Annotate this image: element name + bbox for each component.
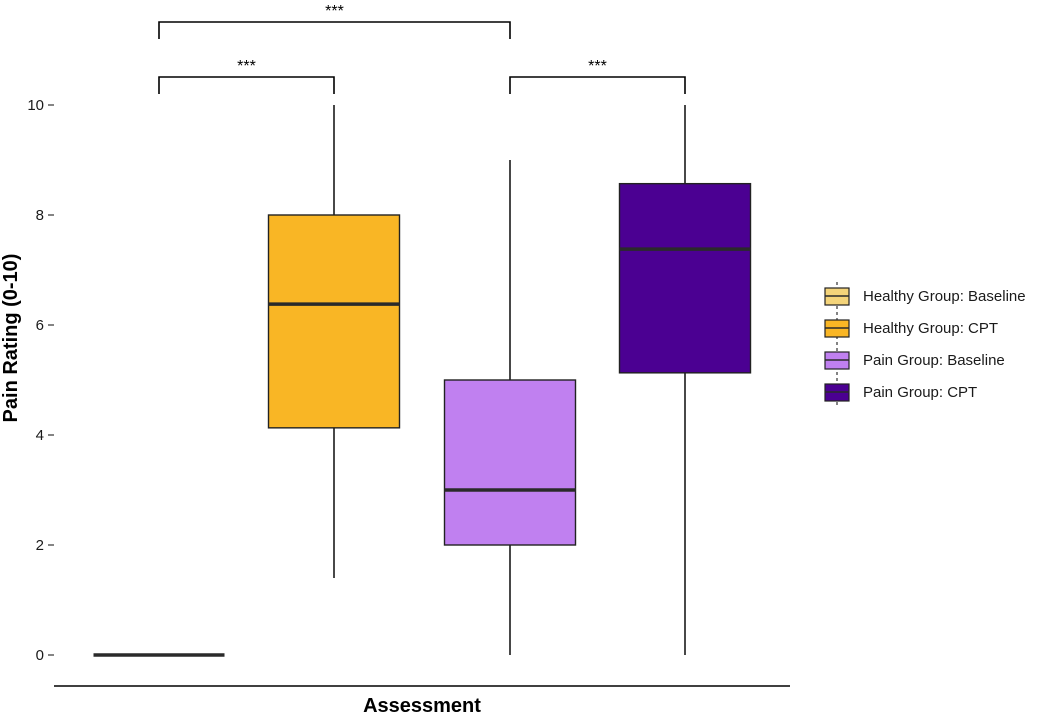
bracket-line bbox=[158, 76, 335, 94]
significance-label: *** bbox=[325, 3, 344, 20]
legend-label: Pain Group: Baseline bbox=[863, 352, 1005, 369]
significance-brackets: *** *** *** bbox=[158, 3, 686, 94]
legend-label: Healthy Group: CPT bbox=[863, 320, 998, 337]
y-axis: 0 2 4 6 8 10 bbox=[27, 97, 54, 664]
legend-item: Healthy Group: CPT bbox=[824, 319, 998, 338]
legend-item: Pain Group: CPT bbox=[824, 383, 977, 402]
box-2 bbox=[443, 160, 577, 655]
y-tick-label: 2 bbox=[36, 537, 44, 554]
legend-item: Pain Group: Baseline bbox=[824, 351, 1005, 370]
y-tick-label: 4 bbox=[36, 427, 44, 444]
legend-label: Pain Group: CPT bbox=[863, 384, 977, 401]
legend-label: Healthy Group: Baseline bbox=[863, 288, 1026, 305]
significance-label: *** bbox=[237, 58, 256, 75]
legend-item: Healthy Group: Baseline bbox=[824, 287, 1026, 306]
significance-bracket: *** bbox=[158, 58, 335, 94]
y-tick-label: 8 bbox=[36, 207, 44, 224]
significance-label: *** bbox=[588, 58, 607, 75]
bracket-line bbox=[509, 76, 686, 94]
y-axis-title: Pain Rating (0-10) bbox=[0, 254, 22, 423]
y-tick-label: 0 bbox=[36, 647, 44, 664]
y-tick-label: 10 bbox=[27, 97, 44, 114]
significance-bracket: *** bbox=[158, 3, 511, 39]
box-plot-series bbox=[93, 105, 752, 657]
box-3 bbox=[618, 105, 752, 655]
legend: Healthy Group: Baseline Healthy Group: CP… bbox=[824, 282, 1026, 406]
box-1 bbox=[267, 105, 401, 578]
box-iqr bbox=[267, 214, 401, 429]
bracket-line bbox=[158, 21, 511, 39]
x-axis-title: Assessment bbox=[363, 695, 481, 713]
y-tick-label: 6 bbox=[36, 317, 44, 334]
significance-bracket: *** bbox=[509, 58, 686, 94]
box-iqr bbox=[618, 182, 752, 374]
box-iqr bbox=[443, 379, 577, 546]
